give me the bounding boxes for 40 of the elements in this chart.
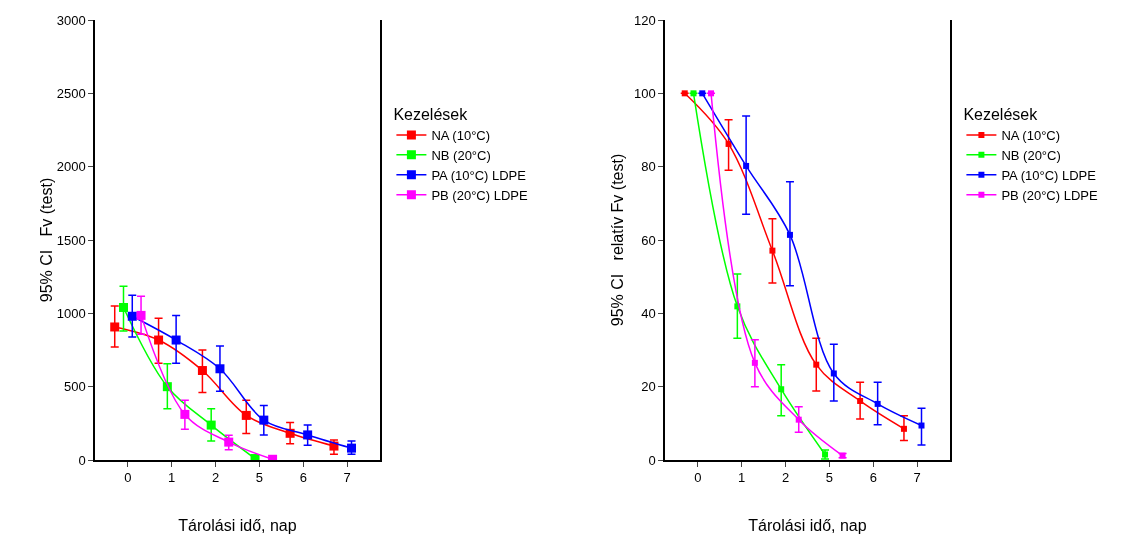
- y-tick-label: 2500: [56, 85, 86, 101]
- x-tick-label: 6: [299, 470, 307, 486]
- x-tick-label: 7: [343, 470, 351, 486]
- y-tick-label: 100: [633, 85, 656, 101]
- legend-label: PA (10°C) LDPE: [1001, 167, 1097, 183]
- y-tick-label: 2000: [56, 159, 86, 175]
- legend-label: NA (10°C): [1001, 128, 1061, 144]
- legend-label: NB (20°C): [431, 147, 491, 163]
- legend-label: PA (10°C) LDPE: [431, 167, 527, 183]
- x-tick-label: 0: [694, 470, 702, 486]
- y-axis-title: 95% CI Fv (test): [37, 177, 55, 303]
- x-tick-label: 5: [255, 470, 264, 486]
- y-tick-label: 60: [641, 232, 656, 248]
- x-axis-title: Tárolási idő, nap: [748, 516, 867, 534]
- legend-title: Kezelések: [393, 106, 469, 123]
- y-tick-label: 80: [641, 159, 656, 175]
- legend-title: Kezelések: [963, 106, 1039, 123]
- x-axis-title: Tárolási idő, nap: [178, 516, 297, 534]
- y-tick-label: 500: [63, 379, 86, 395]
- legend-label: NA (10°C): [431, 128, 491, 144]
- legend-label: NB (20°C): [1001, 147, 1061, 163]
- legend-label: PB (20°C) LDPE: [431, 187, 528, 203]
- x-tick-label: 6: [869, 470, 877, 486]
- y-tick-label: 1500: [56, 232, 86, 248]
- x-tick-label: 2: [211, 470, 220, 486]
- legend-label: PB (20°C) LDPE: [1001, 187, 1098, 203]
- y-tick-label: 120: [633, 12, 656, 28]
- x-tick-label: 1: [168, 470, 176, 486]
- x-tick-label: 5: [825, 470, 834, 486]
- y-tick-label: 0: [648, 452, 656, 468]
- y-tick-label: 0: [78, 452, 86, 468]
- x-tick-label: 2: [781, 470, 790, 486]
- x-tick-label: 1: [738, 470, 746, 486]
- y-axis-title: 95% CI relatív Fv (test): [608, 153, 626, 327]
- y-tick-label: 40: [641, 305, 656, 321]
- x-tick-label: 7: [913, 470, 921, 486]
- y-tick-label: 1000: [56, 305, 86, 321]
- y-tick-label: 20: [641, 379, 656, 395]
- y-tick-label: 3000: [56, 12, 86, 28]
- x-tick-label: 0: [124, 470, 132, 486]
